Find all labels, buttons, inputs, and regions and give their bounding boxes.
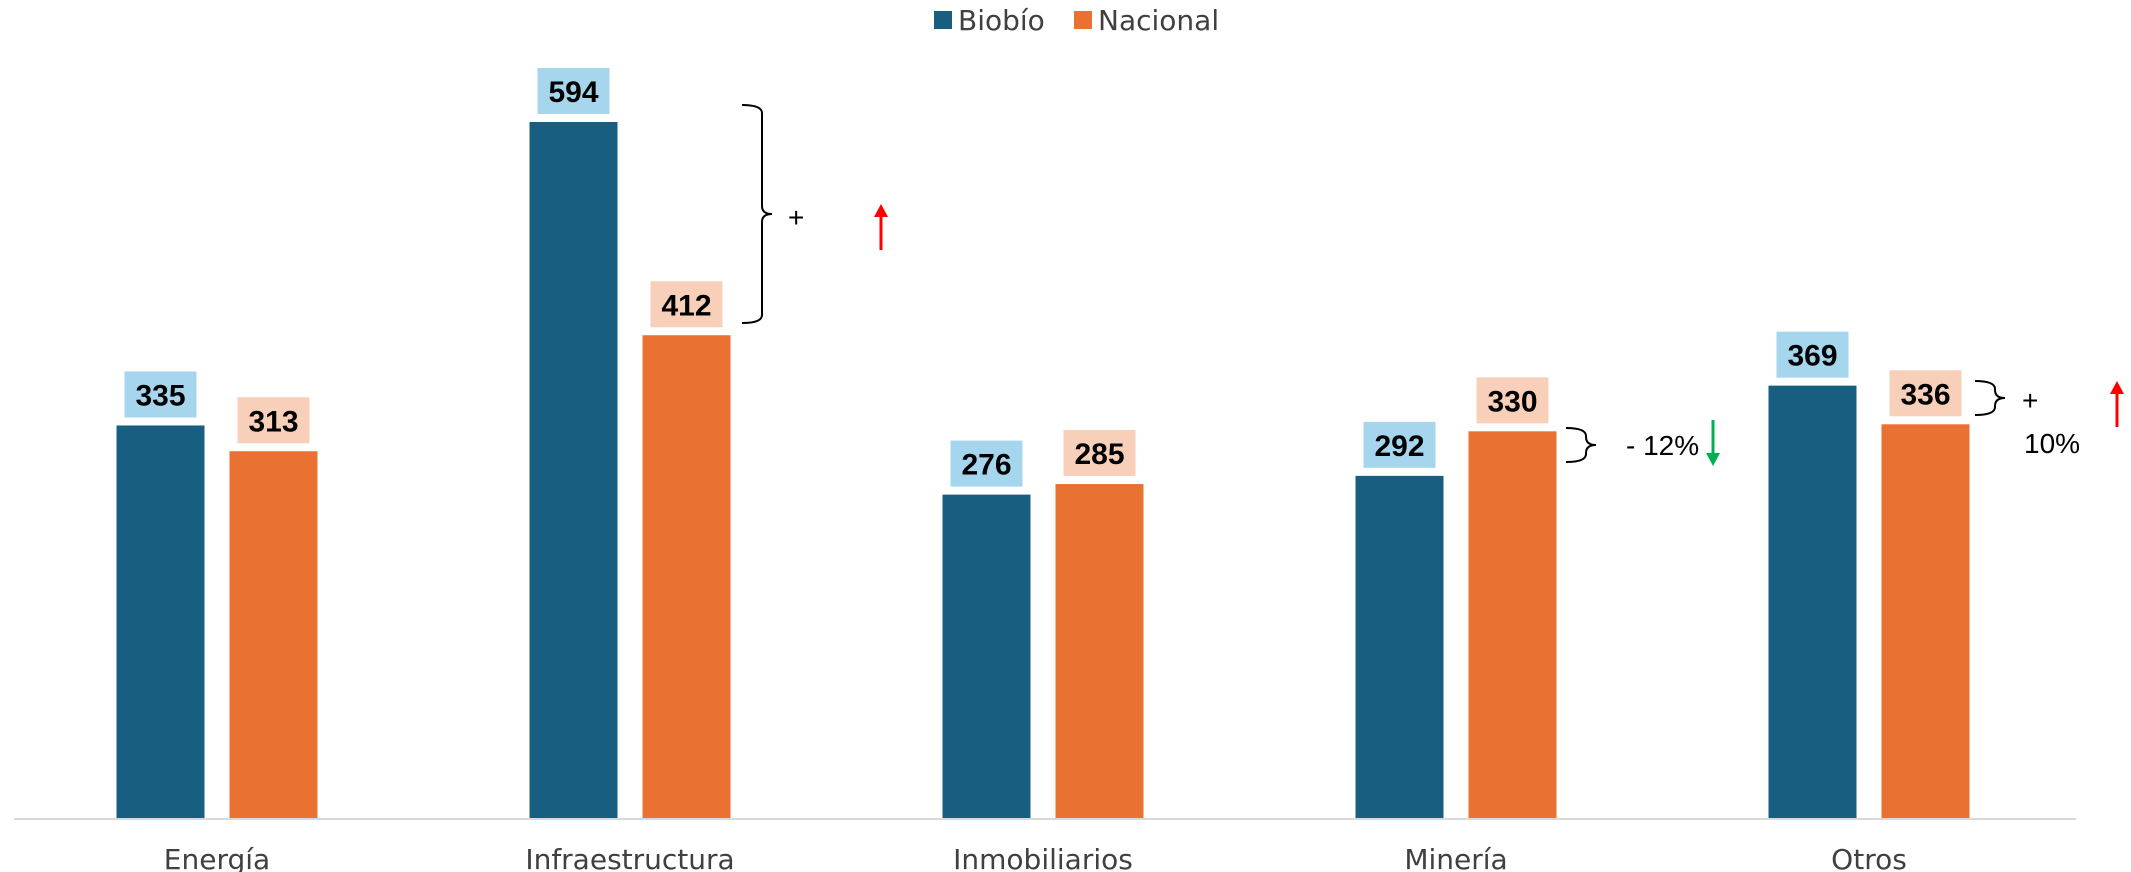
data-label-biobio-energia: 335 bbox=[135, 379, 185, 412]
data-labels-group: 335 313 594 412 276 285 292 330 369 336 bbox=[124, 68, 1962, 487]
data-label-bg-nacional-energia bbox=[237, 397, 310, 444]
legend-label-biobio: Biobío bbox=[958, 4, 1045, 37]
data-label-bg-nacional-mineria bbox=[1476, 377, 1549, 424]
arrow-up-icon-infraestructura bbox=[874, 204, 888, 250]
data-label-bg-biobio-inmobiliarios bbox=[950, 440, 1023, 487]
data-label-bg-nacional-infraestructura bbox=[650, 281, 723, 328]
bar-biobio-infraestructura bbox=[529, 122, 618, 818]
data-label-bg-biobio-otros bbox=[1776, 331, 1849, 378]
data-label-nacional-otros: 336 bbox=[1900, 378, 1950, 411]
annotations-group: + - 12% +10% bbox=[741, 104, 2124, 466]
legend: Biobío Nacional bbox=[934, 4, 1219, 37]
data-label-bg-biobio-mineria bbox=[1363, 421, 1436, 468]
data-label-biobio-otros: 369 bbox=[1787, 340, 1837, 373]
bar-biobio-energia bbox=[116, 425, 205, 818]
annotation-text-mineria: - 12% bbox=[1626, 430, 1699, 461]
legend-swatch-biobio bbox=[934, 11, 952, 29]
data-label-bg-biobio-energia bbox=[124, 371, 197, 418]
x-tick-label-energia: Energía bbox=[164, 843, 270, 872]
bar-nacional-energia bbox=[229, 451, 318, 818]
x-tick-label-mineria: Minería bbox=[1404, 843, 1507, 872]
bar-biobio-inmobiliarios bbox=[942, 494, 1031, 818]
data-label-biobio-mineria: 292 bbox=[1374, 430, 1424, 463]
x-tick-label-infraestructura: Infraestructura bbox=[525, 843, 734, 872]
data-label-bg-biobio-infraestructura bbox=[537, 68, 610, 114]
bar-biobio-mineria bbox=[1355, 475, 1444, 818]
bracket-infraestructura bbox=[741, 104, 773, 324]
legend-swatch-nacional bbox=[1074, 11, 1092, 29]
data-label-nacional-mineria: 330 bbox=[1487, 385, 1537, 418]
data-label-nacional-energia: 313 bbox=[248, 405, 298, 438]
annotation-text-otros: + bbox=[2022, 385, 2038, 416]
annotation-text2-otros: 10% bbox=[2024, 428, 2080, 459]
x-tick-labels-group: Energía Infraestructura Inmobiliarios Miner… bbox=[164, 843, 1907, 872]
data-label-biobio-inmobiliarios: 276 bbox=[961, 449, 1011, 482]
legend-label-nacional: Nacional bbox=[1098, 4, 1219, 37]
bracket-mineria bbox=[1565, 427, 1597, 463]
data-label-nacional-infraestructura: 412 bbox=[661, 289, 711, 322]
data-label-bg-nacional-otros bbox=[1889, 370, 1962, 417]
data-label-nacional-inmobiliarios: 285 bbox=[1074, 438, 1124, 471]
bar-nacional-inmobiliarios bbox=[1055, 484, 1144, 818]
bar-nacional-mineria bbox=[1468, 431, 1557, 818]
bracket-otros bbox=[1974, 380, 2006, 416]
bar-nacional-infraestructura bbox=[642, 335, 731, 818]
data-label-biobio-infraestructura: 594 bbox=[548, 76, 598, 109]
arrow-up-icon-otros bbox=[2110, 381, 2124, 427]
bar-nacional-otros bbox=[1881, 424, 1970, 818]
bar-biobio-otros bbox=[1768, 385, 1857, 818]
x-tick-label-inmobiliarios: Inmobiliarios bbox=[953, 843, 1133, 872]
x-tick-label-otros: Otros bbox=[1831, 843, 1907, 872]
data-label-bg-nacional-inmobiliarios bbox=[1063, 430, 1136, 477]
arrow-down-icon-mineria bbox=[1706, 420, 1720, 466]
bars-group bbox=[116, 122, 1970, 818]
annotation-text-infraestructura: + bbox=[788, 202, 804, 233]
